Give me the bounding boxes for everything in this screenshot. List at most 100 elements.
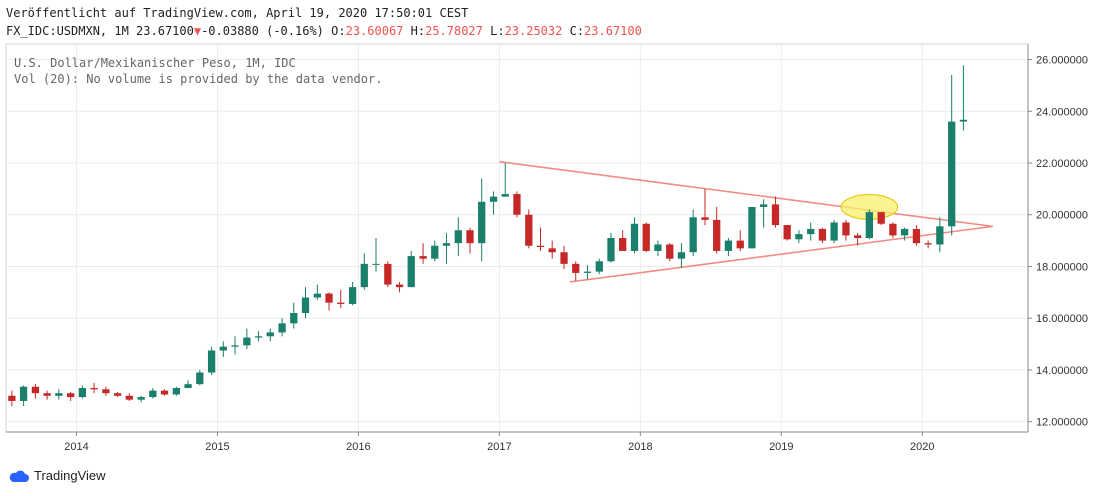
candle-body xyxy=(19,386,28,401)
candle-body xyxy=(536,245,545,248)
symbol-label: FX_IDC:USDMXN, 1M 23.67100 xyxy=(6,24,194,38)
candle xyxy=(948,75,956,236)
x-tick-label: 2018 xyxy=(628,441,652,453)
plot-frame xyxy=(5,43,1029,433)
low-value: 23.25032 xyxy=(504,24,563,38)
candle xyxy=(807,222,815,241)
candle-body xyxy=(642,223,650,251)
candle-body xyxy=(184,384,192,389)
candle-body xyxy=(384,263,392,285)
candle-body xyxy=(630,223,639,251)
candle xyxy=(301,287,310,319)
candle-body xyxy=(830,222,838,241)
candle-body xyxy=(31,386,40,394)
candle xyxy=(666,243,674,262)
candle-body xyxy=(724,240,733,251)
candle xyxy=(337,289,345,308)
candle xyxy=(642,222,650,253)
candle-body xyxy=(325,293,333,303)
annotations xyxy=(499,160,993,283)
candle xyxy=(372,238,380,272)
candle xyxy=(254,331,263,342)
candle xyxy=(607,232,615,263)
candle-body xyxy=(219,346,227,351)
candle-body xyxy=(442,243,451,246)
candle-body xyxy=(572,263,580,273)
candle xyxy=(466,227,474,254)
candle xyxy=(701,188,709,226)
high-label: H: xyxy=(410,24,426,38)
candle xyxy=(219,341,227,357)
candle xyxy=(19,385,28,407)
candle xyxy=(489,191,498,215)
candle-body xyxy=(865,212,874,238)
trendline xyxy=(499,160,993,228)
candle xyxy=(595,258,603,275)
down-arrow-icon: ▼ xyxy=(193,24,202,38)
candle-body xyxy=(266,332,274,337)
candle-body xyxy=(619,238,627,251)
candle xyxy=(78,385,86,399)
candle xyxy=(760,199,768,228)
candle-body xyxy=(924,243,932,245)
candle xyxy=(360,253,368,290)
tradingview-logo[interactable]: TradingView xyxy=(8,468,106,483)
candle-body xyxy=(254,336,263,338)
candle-body xyxy=(290,313,298,324)
y-axis-ticks: 26.000000 24.000000 22.000000 20.000000 18.0… xyxy=(1028,55,1088,429)
candle-body xyxy=(701,217,709,220)
candle-body xyxy=(489,196,498,202)
candle-body xyxy=(677,252,686,259)
y-tick-label: 12.000000 xyxy=(1036,417,1088,429)
close-value: 23.67100 xyxy=(584,24,642,38)
candle-body xyxy=(548,248,556,253)
candle xyxy=(924,240,932,249)
candle xyxy=(677,243,686,268)
candle-body xyxy=(595,261,603,272)
candle xyxy=(936,217,944,253)
candle xyxy=(43,390,51,400)
candle-body xyxy=(654,244,662,251)
candle-body xyxy=(160,390,169,395)
candle xyxy=(348,281,357,306)
candle xyxy=(290,302,298,329)
candle-body xyxy=(501,194,509,197)
candle-body xyxy=(395,284,404,288)
candle-body xyxy=(842,222,850,236)
y-tick-label: 14.000000 xyxy=(1036,365,1088,377)
candle-body xyxy=(689,217,697,253)
candle xyxy=(454,217,462,257)
candle xyxy=(525,209,533,249)
candle xyxy=(748,206,756,249)
candle-body xyxy=(736,240,744,249)
candle-body xyxy=(372,263,380,265)
candle-body xyxy=(301,297,310,314)
candle xyxy=(713,206,721,254)
candle-body xyxy=(466,230,474,244)
y-tick-label: 24.000000 xyxy=(1036,106,1088,118)
candle-body xyxy=(243,337,251,346)
x-tick-label: 2014 xyxy=(64,441,88,453)
candle xyxy=(724,238,733,257)
candle xyxy=(583,265,592,280)
change-value: -0.03880 (-0.16%) xyxy=(201,24,324,38)
candle-body xyxy=(807,228,815,235)
candle-body xyxy=(196,372,204,385)
candle xyxy=(912,225,921,246)
candle xyxy=(231,336,239,355)
candle-body xyxy=(348,287,357,304)
x-axis-ticks: 2014 2015 2016 2017 2018 2019 2020 xyxy=(64,432,935,453)
candle-body xyxy=(8,395,16,401)
candle xyxy=(513,191,521,218)
brand-label: TradingView xyxy=(34,468,106,483)
candle-body xyxy=(854,235,862,238)
candle xyxy=(865,209,874,240)
candle xyxy=(818,227,827,244)
candle xyxy=(572,261,580,281)
candle-body xyxy=(748,206,756,249)
candle-body xyxy=(783,225,791,240)
close-label: C: xyxy=(569,24,585,38)
candle xyxy=(196,369,204,386)
candle xyxy=(278,318,286,337)
